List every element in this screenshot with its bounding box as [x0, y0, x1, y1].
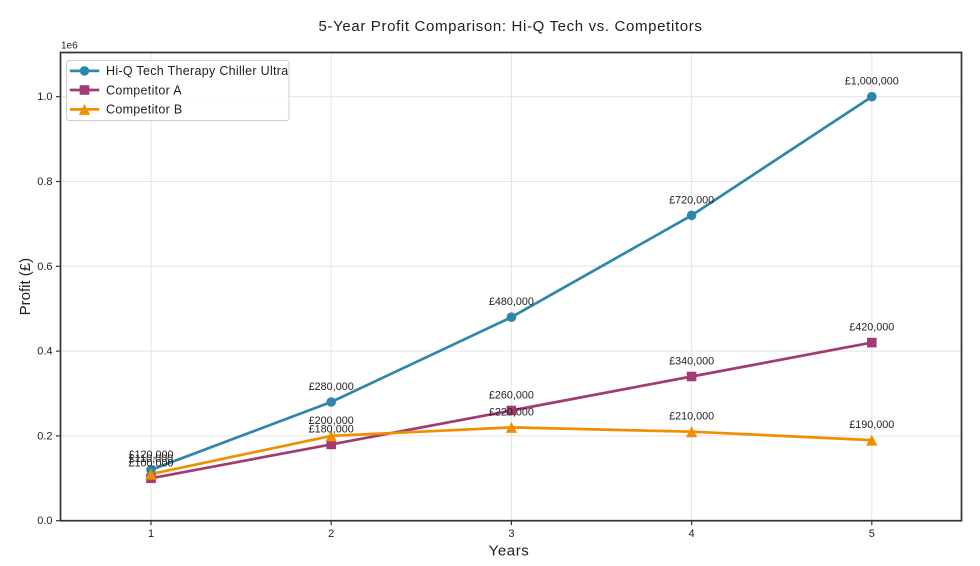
svg-text:£100,000: £100,000 [128, 457, 173, 469]
svg-text:£340,000: £340,000 [669, 356, 714, 368]
svg-text:Hi-Q Tech Therapy Chiller Ultr: Hi-Q Tech Therapy Chiller Ultra [106, 64, 289, 78]
svg-text:£1,000,000: £1,000,000 [845, 76, 899, 88]
svg-text:0.4: 0.4 [37, 346, 52, 358]
svg-text:5: 5 [869, 528, 875, 540]
svg-text:£420,000: £420,000 [849, 322, 894, 334]
svg-text:Profit (£): Profit (£) [17, 258, 34, 316]
svg-text:5-Year Profit Comparison: Hi-Q: 5-Year Profit Comparison: Hi-Q Tech vs. … [318, 18, 702, 35]
svg-text:1: 1 [148, 528, 154, 540]
svg-text:£180,000: £180,000 [309, 423, 354, 435]
svg-text:4: 4 [689, 528, 695, 540]
svg-text:£210,000: £210,000 [669, 411, 714, 423]
svg-text:0.6: 0.6 [37, 261, 52, 273]
svg-text:1.0: 1.0 [37, 91, 52, 103]
svg-text:3: 3 [508, 528, 514, 540]
svg-text:£200,000: £200,000 [309, 415, 354, 427]
svg-text:£280,000: £280,000 [309, 381, 354, 393]
svg-text:0.2: 0.2 [37, 430, 52, 442]
svg-text:£190,000: £190,000 [849, 419, 894, 431]
svg-text:£720,000: £720,000 [669, 194, 714, 206]
svg-text:Years: Years [489, 542, 530, 559]
svg-text:£110,000: £110,000 [129, 453, 173, 465]
svg-text:Competitor B: Competitor B [106, 103, 183, 117]
svg-text:£480,000: £480,000 [489, 296, 534, 308]
svg-text:£260,000: £260,000 [489, 390, 534, 402]
svg-text:1e6: 1e6 [61, 41, 78, 52]
svg-text:0.0: 0.0 [37, 515, 52, 527]
svg-text:0.8: 0.8 [37, 176, 52, 188]
svg-text:£120,000: £120,000 [128, 449, 173, 461]
svg-text:2: 2 [328, 528, 334, 540]
svg-text:Competitor A: Competitor A [106, 83, 182, 97]
svg-text:£220,000: £220,000 [489, 406, 534, 418]
